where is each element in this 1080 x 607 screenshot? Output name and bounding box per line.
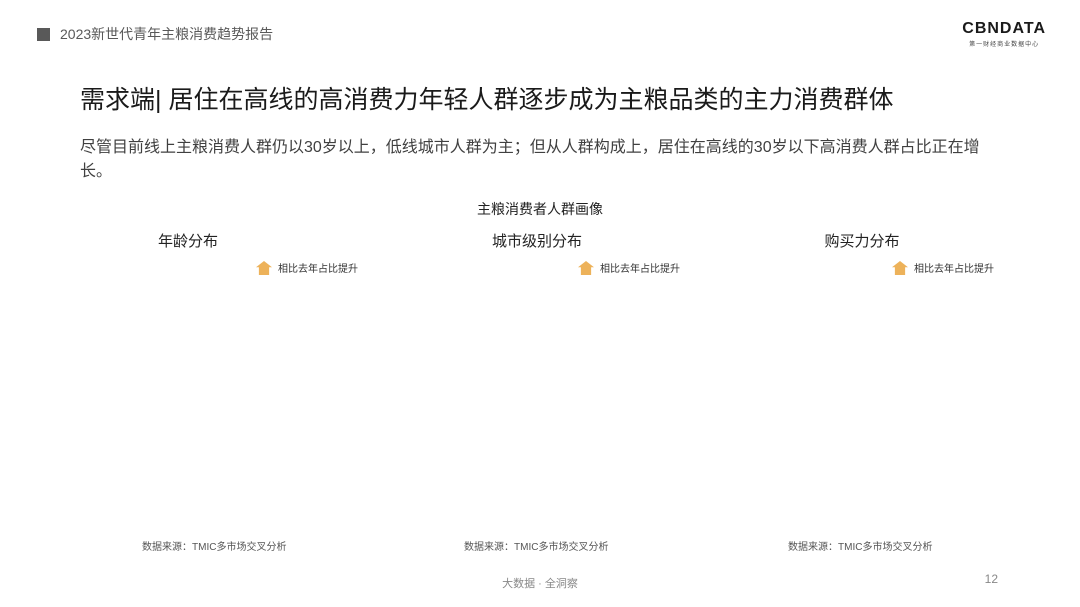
bar-chart-svg xyxy=(402,226,732,526)
bar-chart-svg xyxy=(80,226,410,526)
chart-panel-age: 年龄分布 19-2526-3031-3536-4041-5051+ 相比去年占比… xyxy=(80,226,410,556)
up-arrow-icon-svg: 一线二线三线四线及以下 xyxy=(578,260,594,275)
legend-label: 相比去年占比提升 xyxy=(914,264,994,275)
up-arrow-icon: 19-2526-3031-3536-4041-5051+ xyxy=(256,260,272,275)
page-number: 12 xyxy=(984,572,998,586)
data-source: 数据来源：TMIC多市场交叉分析 xyxy=(142,542,287,553)
footer-slogan: 大数据 · 全洞察 xyxy=(502,578,578,590)
chart-title: 城市级别分布 xyxy=(491,233,582,250)
chart-legend: L1L2L3L4L5 相比去年占比提升 xyxy=(892,260,994,275)
up-arrow-icon: 一线二线三线四线及以下 xyxy=(578,260,594,275)
chart-title: 年龄分布 xyxy=(157,233,218,250)
logo-sub-text: 第一财经商业数据中心 xyxy=(969,42,1040,48)
data-source: 数据来源：TMIC多市场交叉分析 xyxy=(788,542,933,553)
header-square-icon xyxy=(37,27,50,41)
chart-legend: 19-2526-3031-3536-4041-5051+ 相比去年占比提升 xyxy=(256,260,358,275)
legend-label: 相比去年占比提升 xyxy=(278,264,358,275)
up-arrow-icon-svg: L1L2L3L4L5 xyxy=(892,260,908,275)
chart-panel-city: 城市级别分布 一线二线三线四线及以下 相比去年占比提升 数据来源：TMIC多市场… xyxy=(402,226,732,556)
bar-chart-svg xyxy=(724,226,1054,526)
report-title: 2023新世代青年主粮消费趋势报告 xyxy=(60,26,274,42)
chart-group-title: 主粮消费者人群画像 xyxy=(477,201,603,217)
up-arrow-icon: L1L2L3L4L5 xyxy=(892,260,908,275)
chart-panel-purchasing-power: 购买力分布 L1L2L3L4L5 相比去年占比提升 数据来源：TMIC多市场交叉… xyxy=(724,226,1054,556)
page-subtitle: 尽管目前线上主粮消费人群仍以30岁以上，低线城市人群为主；但从人群构成上，居住在… xyxy=(80,139,980,180)
data-source: 数据来源：TMIC多市场交叉分析 xyxy=(464,542,609,553)
report-header: 2023新世代青年主粮消费趋势报告 xyxy=(37,24,273,44)
legend-label: 相比去年占比提升 xyxy=(600,264,680,275)
chart-legend: 一线二线三线四线及以下 相比去年占比提升 xyxy=(578,260,680,275)
page-title: 需求端| 居住在高线的高消费力年轻人群逐步成为主粮品类的主力消费群体 xyxy=(80,86,894,114)
brand-logo: CBNDATA 第一财经商业数据中心 xyxy=(962,20,1046,48)
logo-main-text: CBNDATA xyxy=(962,20,1046,37)
up-arrow-icon-svg: 19-2526-3031-3536-4041-5051+ xyxy=(256,260,272,275)
chart-title: 购买力分布 xyxy=(824,233,900,250)
